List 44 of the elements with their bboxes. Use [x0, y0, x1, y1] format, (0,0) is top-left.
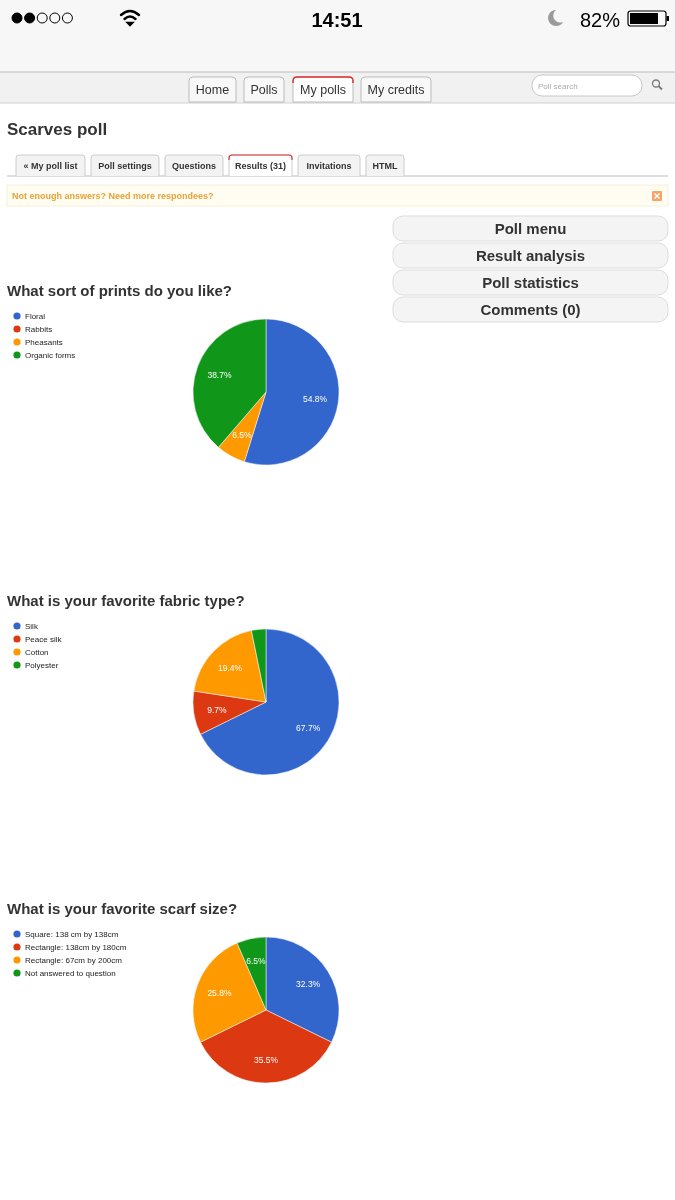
data-label: 9.7% [207, 704, 228, 715]
legend-label: Organic forms [25, 351, 76, 360]
text: 14:51 [311, 9, 363, 31]
legend-label: Rectangle: 67cm by 200cm [25, 956, 123, 965]
tab: Invitations [297, 154, 361, 177]
data-label: 32.3% [296, 978, 321, 989]
search-field: Poll search [531, 74, 643, 97]
legend-label: Peace silk [25, 635, 63, 644]
data-label: 38.7% [207, 369, 232, 380]
text: 82% [579, 9, 621, 31]
menu-button: Poll statistics [392, 269, 669, 296]
legend-label: Not answered to question [25, 969, 116, 978]
data-label: 25.8% [207, 987, 232, 998]
data-label: 35.5% [253, 1054, 279, 1065]
tab: Poll settings [90, 154, 160, 177]
legend-label: Polyester [25, 661, 59, 670]
data-label: 19.4% [217, 662, 243, 673]
tab: Questions [164, 154, 224, 177]
legend-label: Floral [25, 312, 46, 321]
data-label: 6.5% [232, 430, 253, 441]
legend-label: Rabbits [25, 325, 53, 334]
legend-label: Cotton [25, 648, 49, 657]
tab: HTML [365, 154, 405, 177]
legend-label: Silk [25, 622, 39, 631]
notice-banner: Not enough answers? Need more respondees? [6, 184, 669, 207]
text: Scarves poll [7, 120, 108, 139]
menu-button: Result analysis [392, 242, 669, 269]
chart-title: What is your favorite scarf size? [7, 900, 238, 917]
chart-title: What is your favorite fabric type? [7, 592, 245, 609]
nav-tab: Home [188, 76, 237, 103]
legend-label: Square: 138 cm by 138cm [25, 930, 119, 939]
menu-button: Poll menu [392, 215, 669, 242]
nav-tab: My polls [292, 76, 354, 103]
data-label: 54.8% [303, 394, 328, 405]
nav-tab: Polls [243, 76, 285, 103]
legend-label: Pheasants [25, 338, 63, 347]
nav-tab: My credits [360, 76, 432, 103]
data-label: 67.7% [296, 723, 321, 734]
chart-title: What sort of prints do you like? [7, 282, 232, 299]
menu-button: Comments (0) [392, 296, 669, 323]
tab: Results (31) [228, 154, 293, 177]
data-label: 6.5% [246, 956, 267, 967]
legend-label: Rectangle: 138cm by 180cm [25, 943, 127, 952]
tab: « My poll list [15, 154, 86, 177]
